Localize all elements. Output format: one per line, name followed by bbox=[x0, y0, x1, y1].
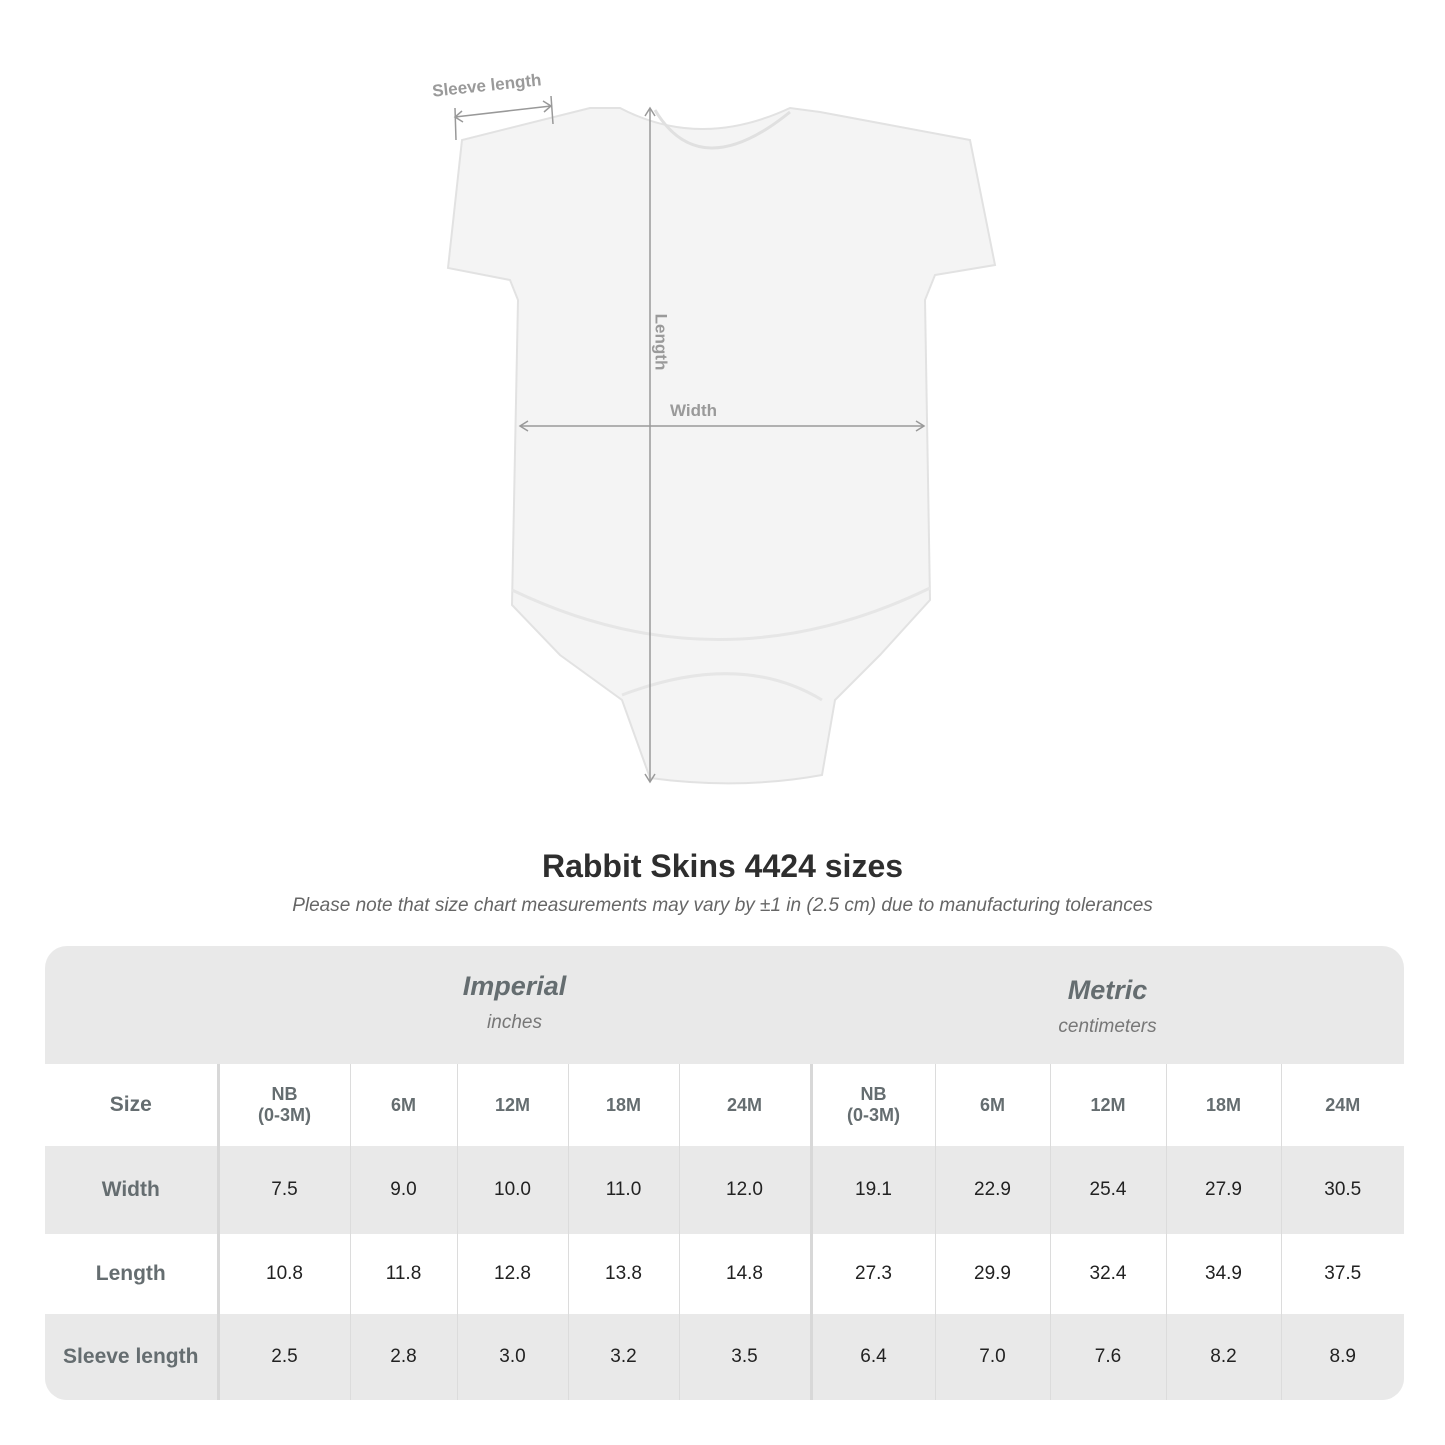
metric-unit: centimeters bbox=[1058, 1016, 1157, 1037]
measurement-cell: 3.0 bbox=[456, 1314, 568, 1400]
metric-title: Metric bbox=[1067, 975, 1148, 1005]
tolerance-note: Please note that size chart measurements… bbox=[292, 895, 1153, 916]
measurement-cell: 7.0 bbox=[934, 1314, 1050, 1400]
measurement-cell: 29.9 bbox=[934, 1234, 1050, 1314]
measurement-cell: 2.8 bbox=[349, 1314, 457, 1400]
measurement-cell: 7.5 bbox=[216, 1146, 350, 1234]
size-header-cell: 18M bbox=[567, 1064, 679, 1146]
measurement-cell: 8.2 bbox=[1165, 1314, 1281, 1400]
measurement-cell: 11.8 bbox=[349, 1234, 457, 1314]
measurement-cell: 13.8 bbox=[567, 1234, 679, 1314]
measurement-cell: 25.4 bbox=[1049, 1146, 1166, 1234]
measurement-cell: 22.9 bbox=[934, 1146, 1050, 1234]
size-header-row: Size NB (0-3M) 6M 12M 18M 24M NB (0-3M) 6M 12M 18… bbox=[45, 1064, 1404, 1146]
measurement-cell: 6.4 bbox=[809, 1314, 935, 1400]
imperial-header: Imperial inches bbox=[218, 946, 811, 1064]
measurement-cell: 3.5 bbox=[678, 1314, 811, 1400]
size-header-cell: 6M bbox=[934, 1064, 1050, 1146]
table-row-width: Width 7.5 9.0 10.0 11.0 12.0 19.1 22.9 25.4 27.9 3… bbox=[45, 1146, 1404, 1234]
size-label: Size bbox=[45, 1064, 218, 1146]
row-label: Sleeve length bbox=[45, 1314, 218, 1400]
measurement-cell: 3.2 bbox=[567, 1314, 679, 1400]
measurement-cell: 27.3 bbox=[809, 1234, 935, 1314]
measurement-cell: 11.0 bbox=[567, 1146, 679, 1234]
sleeve-length-arrow bbox=[454, 105, 552, 118]
size-header-cell: 12M bbox=[456, 1064, 568, 1146]
measurement-cell: 34.9 bbox=[1165, 1234, 1281, 1314]
size-header-cell: 12M bbox=[1049, 1064, 1166, 1146]
size-chart-table: Imperial inches Metric centimeters Size N… bbox=[45, 946, 1404, 1400]
imperial-title: Imperial bbox=[462, 971, 567, 1001]
size-header-cell: 6M bbox=[349, 1064, 457, 1146]
page-title: Rabbit Skins 4424 sizes bbox=[541, 848, 904, 884]
size-header-cell: 24M bbox=[678, 1064, 811, 1146]
size-header-cell: NB (0-3M) bbox=[216, 1064, 350, 1146]
size-header-cell: 18M bbox=[1165, 1064, 1281, 1146]
size-header-cell: 24M bbox=[1280, 1064, 1404, 1146]
measurement-cell: 27.9 bbox=[1165, 1146, 1281, 1234]
metric-header: Metric centimeters bbox=[811, 946, 1404, 1064]
imperial-unit: inches bbox=[487, 1012, 542, 1033]
measurement-cell: 19.1 bbox=[809, 1146, 935, 1234]
width-label: Width bbox=[670, 401, 718, 420]
row-label: Length bbox=[45, 1234, 218, 1314]
measurement-cell: 10.8 bbox=[216, 1234, 350, 1314]
size-table: Size NB (0-3M) 6M 12M 18M 24M NB (0-3M) 6M 12M 18… bbox=[45, 1064, 1404, 1400]
measurement-cell: 37.5 bbox=[1280, 1234, 1404, 1314]
table-row-sleeve-length: Sleeve length 2.5 2.8 3.0 3.2 3.5 6.4 7.0 7.6 8.2… bbox=[45, 1314, 1404, 1400]
measurement-cell: 2.5 bbox=[216, 1314, 350, 1400]
measurement-cell: 12.8 bbox=[456, 1234, 568, 1314]
row-label: Width bbox=[45, 1146, 218, 1234]
measurement-cell: 30.5 bbox=[1280, 1146, 1404, 1234]
measurement-cell: 14.8 bbox=[678, 1234, 811, 1314]
measurement-cell: 10.0 bbox=[456, 1146, 568, 1234]
measurement-cell: 9.0 bbox=[349, 1146, 457, 1234]
onesie-diagram bbox=[446, 95, 997, 785]
size-header-cell: NB (0-3M) bbox=[809, 1064, 935, 1146]
measurement-cell: 7.6 bbox=[1049, 1314, 1166, 1400]
measurement-cell: 32.4 bbox=[1049, 1234, 1166, 1314]
measurement-cell: 8.9 bbox=[1280, 1314, 1404, 1400]
measurement-cell: 12.0 bbox=[678, 1146, 811, 1234]
onesie-garment bbox=[446, 106, 997, 785]
length-label: Length bbox=[651, 313, 671, 371]
table-row-length: Length 10.8 11.8 12.8 13.8 14.8 27.3 29.9 32.4 34… bbox=[45, 1234, 1404, 1314]
